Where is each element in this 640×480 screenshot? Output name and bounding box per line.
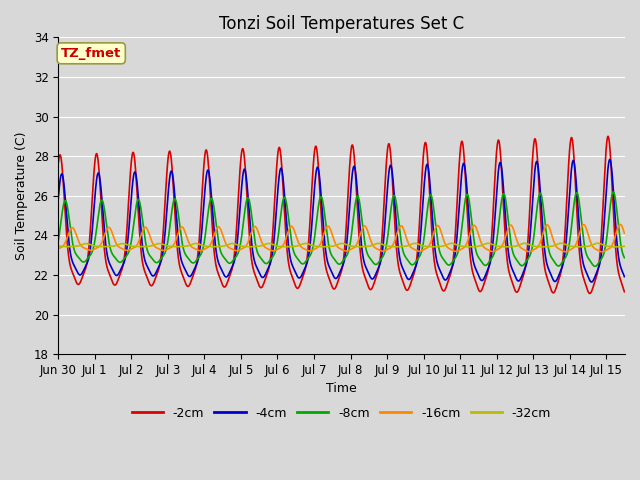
Y-axis label: Soil Temperature (C): Soil Temperature (C) <box>15 132 28 260</box>
X-axis label: Time: Time <box>326 383 356 396</box>
Title: Tonzi Soil Temperatures Set C: Tonzi Soil Temperatures Set C <box>219 15 464 33</box>
Legend: -2cm, -4cm, -8cm, -16cm, -32cm: -2cm, -4cm, -8cm, -16cm, -32cm <box>127 402 556 424</box>
Text: TZ_fmet: TZ_fmet <box>61 47 122 60</box>
